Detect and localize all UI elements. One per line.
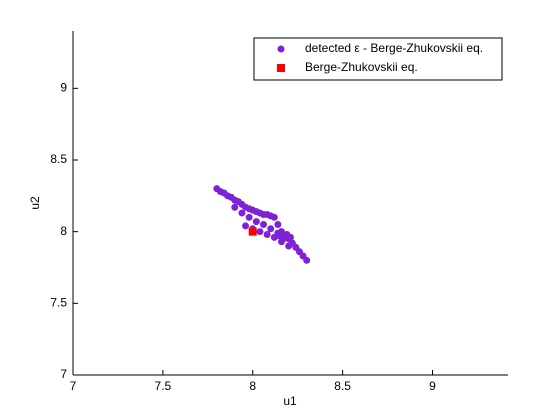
marker <box>260 221 268 228</box>
x-tick-label: 7 <box>70 379 77 393</box>
marker <box>252 218 260 226</box>
legend-label: detected ε - Berge-Zhukovskii eq. <box>305 41 483 55</box>
x-tick-label: 8 <box>249 379 256 393</box>
marker <box>274 221 282 228</box>
y-tick-label: 9 <box>60 81 67 95</box>
y-axis-label: u2 <box>28 196 42 210</box>
x-tick-label: 7.5 <box>155 379 172 393</box>
legend-marker <box>277 64 285 72</box>
marker <box>248 227 257 236</box>
legend-box <box>253 37 503 81</box>
legend-marker <box>277 45 285 53</box>
marker <box>303 256 311 264</box>
y-tick-label: 7 <box>60 367 67 381</box>
y-tick-label: 7.5 <box>50 296 67 310</box>
marker <box>267 225 275 233</box>
marker <box>242 222 250 230</box>
marker <box>238 209 246 217</box>
legend-label: Berge-Zhukovskii eq. <box>305 60 418 74</box>
x-tick-label: 8.5 <box>334 379 351 393</box>
marker <box>263 231 271 239</box>
marker <box>270 233 278 241</box>
marker <box>270 213 278 221</box>
y-tick-label: 8.5 <box>50 152 67 166</box>
x-axis-label: u1 <box>283 394 297 408</box>
marker <box>279 235 287 243</box>
marker <box>285 242 293 250</box>
marker <box>256 228 264 236</box>
y-tick-label: 8 <box>60 224 67 238</box>
marker <box>231 203 239 211</box>
marker <box>245 213 253 221</box>
x-tick-label: 9 <box>429 379 436 393</box>
marker <box>287 233 294 241</box>
